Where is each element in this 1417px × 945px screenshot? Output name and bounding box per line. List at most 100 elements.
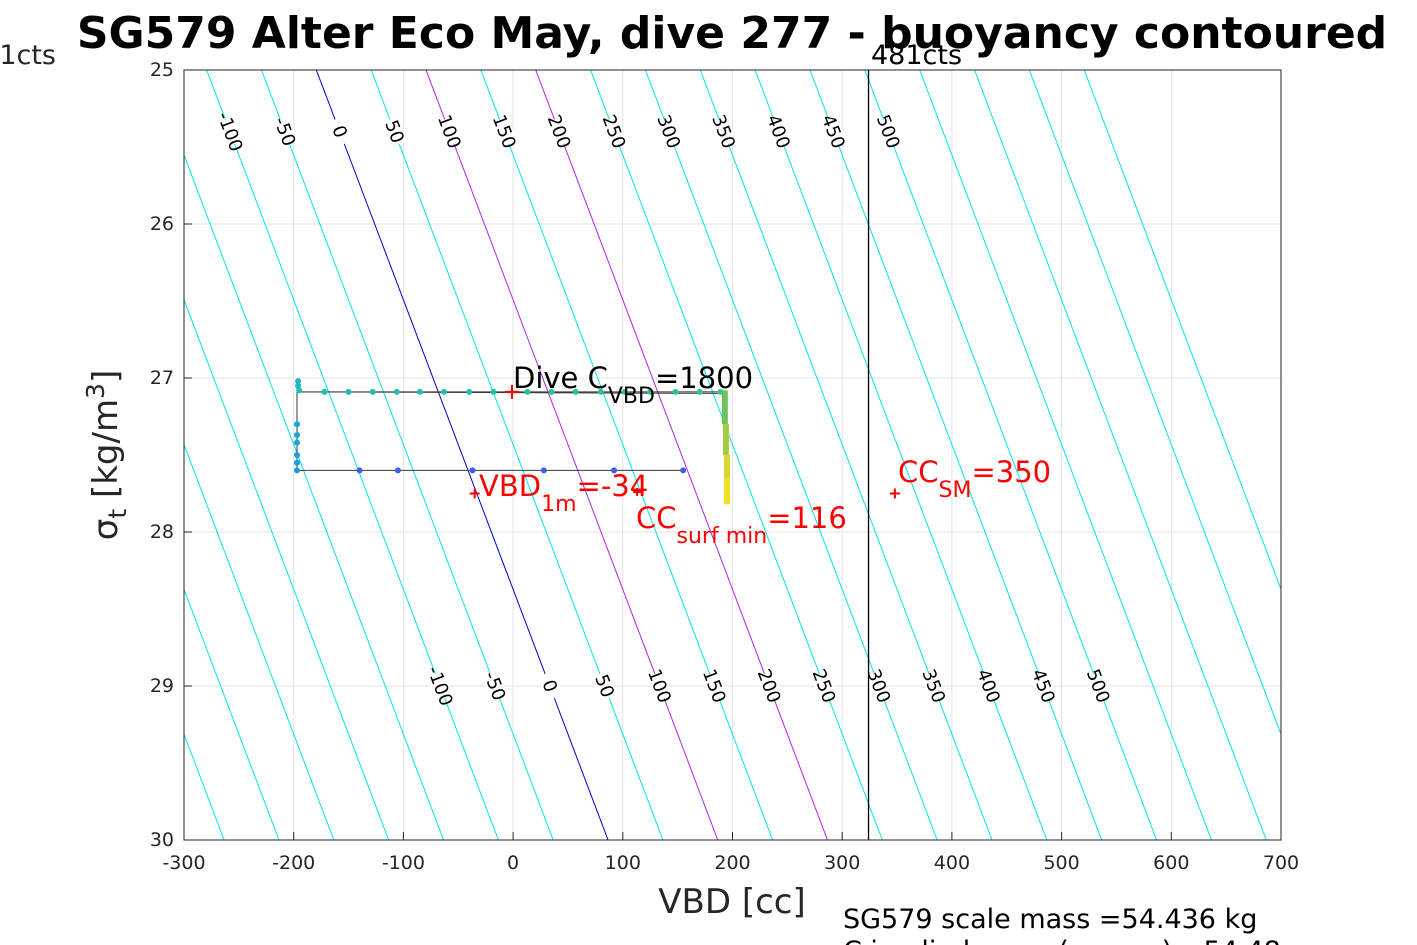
trace-point bbox=[393, 388, 400, 395]
trace-point bbox=[572, 388, 579, 395]
contour-label-bg bbox=[875, 116, 902, 147]
vbd-1m-annotation: VBD1m=-34 bbox=[479, 469, 648, 517]
contour-line bbox=[184, 443, 335, 840]
contour-label-bg bbox=[646, 670, 673, 702]
contour-label-bg bbox=[546, 116, 573, 147]
contour-label-bg bbox=[436, 116, 463, 147]
y-tick-label: 30 bbox=[150, 829, 174, 851]
y-axis-label: σt [kg/m3] bbox=[81, 370, 132, 540]
contour-label-bg bbox=[536, 670, 563, 702]
y-tick-label: 27 bbox=[150, 367, 174, 389]
contour-label-bg bbox=[216, 116, 243, 147]
contour-line bbox=[699, 70, 993, 840]
contour-label-bg bbox=[810, 670, 837, 702]
axis-ticks: -300 -200 -100 0 100 200 300 400 500 600 700 25 26 27… bbox=[150, 59, 1299, 874]
contour-line bbox=[809, 70, 1103, 840]
estimate-markers bbox=[469, 384, 900, 499]
trace-point bbox=[469, 467, 476, 474]
contour-label-bg bbox=[975, 670, 1002, 702]
x-tick-label: 100 bbox=[605, 852, 641, 874]
trace-point bbox=[440, 388, 447, 395]
trace-point bbox=[295, 382, 302, 389]
contour-line bbox=[535, 70, 828, 840]
trace-point bbox=[524, 388, 531, 395]
cc-surf-min-annotation: CCsurf min=116 bbox=[636, 501, 847, 549]
contour-label-bg bbox=[920, 670, 947, 702]
contour-line bbox=[644, 70, 938, 840]
contour-label-bg bbox=[381, 116, 408, 147]
contour-line bbox=[754, 70, 1048, 840]
x-tick-label: -200 bbox=[272, 852, 315, 874]
contour-label-bg bbox=[591, 670, 618, 702]
x-tick-label: 500 bbox=[1043, 852, 1079, 874]
contour-label-bg bbox=[271, 116, 298, 147]
trace-point bbox=[293, 431, 300, 438]
trace-point bbox=[321, 388, 328, 395]
contour-line bbox=[864, 70, 1158, 840]
y-tick-label: 26 bbox=[150, 213, 174, 235]
trace-point bbox=[416, 388, 423, 395]
chart-title: SG579 Alter Eco May, dive 277 - buoyancy… bbox=[77, 8, 1387, 59]
contour-label-bg bbox=[655, 116, 682, 147]
contour-label-bg bbox=[426, 670, 454, 702]
dive-cvbd-annotation: Dive CVBD=1800 bbox=[513, 361, 753, 409]
trace-point bbox=[293, 459, 300, 466]
trace-point bbox=[611, 467, 618, 474]
trace-point bbox=[293, 452, 300, 458]
contour-line bbox=[1028, 70, 1281, 736]
contour-label-bg bbox=[491, 116, 518, 147]
trace-point bbox=[621, 388, 628, 395]
trace-point bbox=[295, 378, 302, 385]
buoyancy-contours bbox=[184, 70, 1281, 840]
trace-point bbox=[696, 388, 703, 395]
contour-line bbox=[590, 70, 883, 840]
contour-label-bg bbox=[701, 670, 728, 702]
trace-point bbox=[293, 439, 300, 446]
scale-mass-footer: SG579 scale mass =54.436 kg bbox=[843, 904, 1257, 935]
contour-line bbox=[206, 70, 499, 840]
trace-point bbox=[369, 388, 376, 395]
contour-line bbox=[260, 70, 554, 840]
counts-left-label: 1cts bbox=[0, 40, 56, 71]
x-tick-label: 600 bbox=[1153, 852, 1189, 874]
dive-trace bbox=[293, 378, 731, 505]
trace-point bbox=[466, 388, 473, 395]
contour-line bbox=[1083, 70, 1281, 591]
contour-label-bg bbox=[1085, 670, 1112, 702]
contour-label-bg bbox=[765, 116, 792, 147]
trace-point bbox=[296, 387, 303, 394]
contour-label-bg bbox=[710, 116, 737, 147]
trace-point bbox=[597, 388, 604, 395]
x-tick-label: 300 bbox=[824, 852, 860, 874]
contour-line bbox=[315, 70, 609, 840]
trace-point bbox=[293, 421, 300, 428]
trace-point bbox=[548, 388, 555, 395]
trace-point bbox=[647, 388, 654, 395]
x-axis-label: VBD [cc] bbox=[658, 882, 806, 922]
contour-label-bg bbox=[481, 670, 508, 702]
trace-point bbox=[293, 467, 300, 474]
trace-point bbox=[356, 467, 363, 474]
x-tick-label: 0 bbox=[507, 852, 519, 874]
x-tick-label: 700 bbox=[1263, 852, 1299, 874]
trace-point bbox=[680, 467, 687, 474]
contour-line bbox=[184, 298, 390, 840]
trace-point bbox=[345, 388, 352, 395]
trace-point bbox=[394, 467, 401, 474]
trace-point bbox=[717, 388, 724, 395]
contour-label-bg bbox=[820, 116, 847, 147]
x-tick-label: -300 bbox=[162, 852, 205, 874]
contour-line bbox=[370, 70, 664, 840]
contour-label-bg bbox=[756, 670, 783, 702]
contour-line bbox=[974, 70, 1267, 840]
x-tick-label: 200 bbox=[714, 852, 750, 874]
contour-label-bg bbox=[1030, 670, 1057, 702]
implied-mass-footer: C implied mass (approx) =54.48 bbox=[843, 936, 1281, 945]
cc-sm-annotation: CCSM=350 bbox=[898, 455, 1051, 503]
x-tick-label: -100 bbox=[382, 852, 425, 874]
contour-line bbox=[919, 70, 1212, 840]
contour-line bbox=[184, 587, 280, 840]
contour-line bbox=[480, 70, 774, 840]
contour-label-bg bbox=[326, 116, 353, 147]
